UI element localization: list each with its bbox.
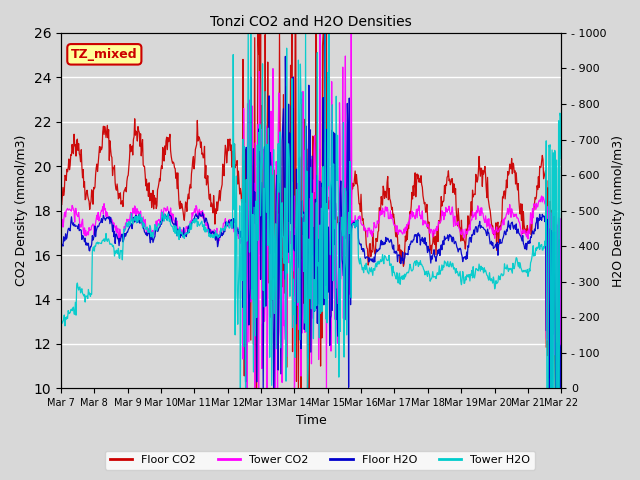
X-axis label: Time: Time: [296, 414, 326, 427]
Y-axis label: H2O Density (mmol/m3): H2O Density (mmol/m3): [612, 134, 625, 287]
Legend: Floor CO2, Tower CO2, Floor H2O, Tower H2O: Floor CO2, Tower CO2, Floor H2O, Tower H…: [105, 451, 535, 469]
Title: Tonzi CO2 and H2O Densities: Tonzi CO2 and H2O Densities: [211, 15, 412, 29]
Y-axis label: CO2 Density (mmol/m3): CO2 Density (mmol/m3): [15, 135, 28, 287]
Text: TZ_mixed: TZ_mixed: [71, 48, 138, 61]
